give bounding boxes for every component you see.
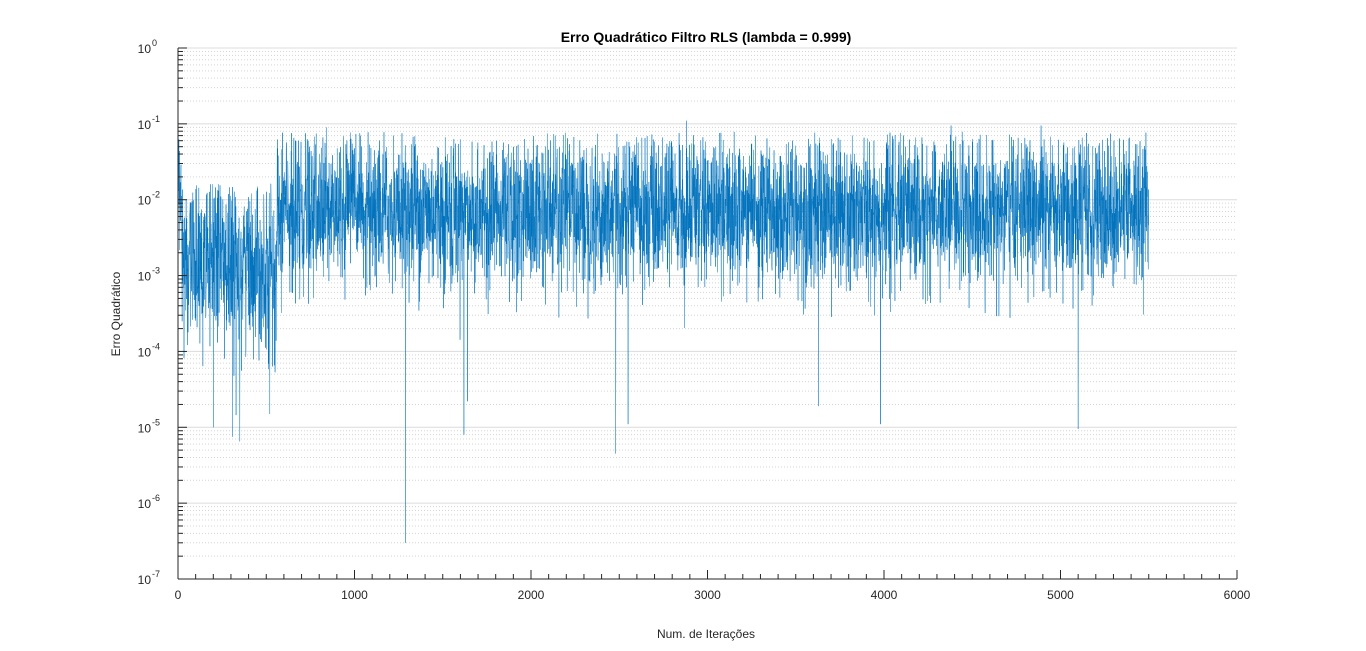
x-tick-label: 2000	[518, 588, 545, 602]
y-tick-label-exponent: -6	[152, 493, 160, 503]
y-tick-label: 10	[138, 194, 152, 208]
x-axis-label: Num. de Iterações	[657, 627, 755, 641]
x-tick-label: 6000	[1224, 588, 1251, 602]
y-tick-label: 10	[138, 118, 152, 132]
y-tick-label-exponent: -3	[152, 266, 160, 276]
y-tick-label-exponent: 0	[152, 38, 157, 48]
y-axis-label: Erro Quadrático	[109, 271, 123, 356]
x-tick-label: 5000	[1047, 588, 1074, 602]
y-tick-label: 10	[138, 573, 152, 587]
y-tick-label-exponent: -4	[152, 341, 160, 351]
y-tick-label: 10	[138, 42, 152, 56]
series-line	[177, 120, 1149, 544]
plot-area	[177, 120, 1149, 544]
x-tick-label: 0	[175, 588, 182, 602]
y-tick-label-exponent: -2	[152, 190, 160, 200]
y-tick-label-exponent: -1	[152, 114, 160, 124]
chart-title: Erro Quadrático Filtro RLS (lambda = 0.9…	[561, 29, 852, 45]
y-tick-label: 10	[138, 345, 152, 359]
y-tick-label: 10	[138, 270, 152, 284]
x-tick-label: 4000	[871, 588, 898, 602]
y-tick-label-exponent: -5	[152, 417, 160, 427]
y-tick-label: 10	[138, 421, 152, 435]
x-tick-label: 3000	[694, 588, 721, 602]
y-tick-label-exponent: -7	[152, 569, 160, 579]
x-tick-label: 1000	[341, 588, 368, 602]
y-tick-label: 10	[138, 497, 152, 511]
